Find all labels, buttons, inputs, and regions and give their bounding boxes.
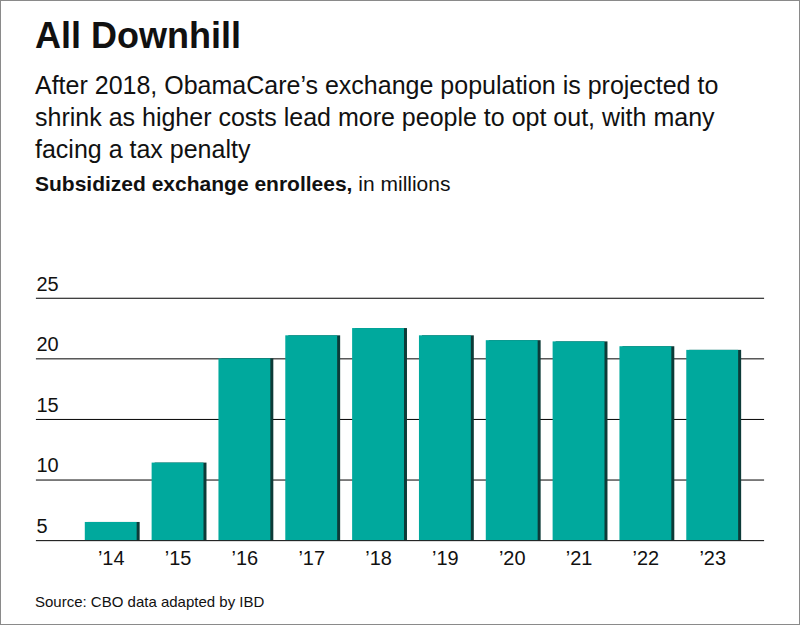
svg-text:’14: ’14 [98,547,125,569]
html-text:All Downhill: All Downhill [35,15,241,56]
svg-text:25: 25 [36,273,58,295]
svg-text:’16: ’16 [232,547,259,569]
html-text:Subsidized exchange enrollees,: Subsidized exchange enrollees, in millio… [35,172,451,195]
svg-text:’22: ’22 [633,547,660,569]
svg-text:20: 20 [36,333,58,355]
svg-text:’23: ’23 [699,547,726,569]
svg-text:’19: ’19 [432,547,459,569]
html-text:Source: CBO data adapted by IB: Source: CBO data adapted by IBD [35,593,265,610]
svg-text:’15: ’15 [165,547,192,569]
svg-text:10: 10 [36,454,58,476]
svg-text:’18: ’18 [365,547,392,569]
svg-text:5: 5 [36,515,47,537]
svg-text:’20: ’20 [499,547,526,569]
svg-text:15: 15 [36,394,58,416]
svg-text:’21: ’21 [566,547,593,569]
html-text:After 2018, ObamaCare’s exchan: After 2018, ObamaCare’s exchange populat… [35,71,719,163]
svg-text:’17: ’17 [298,547,325,569]
